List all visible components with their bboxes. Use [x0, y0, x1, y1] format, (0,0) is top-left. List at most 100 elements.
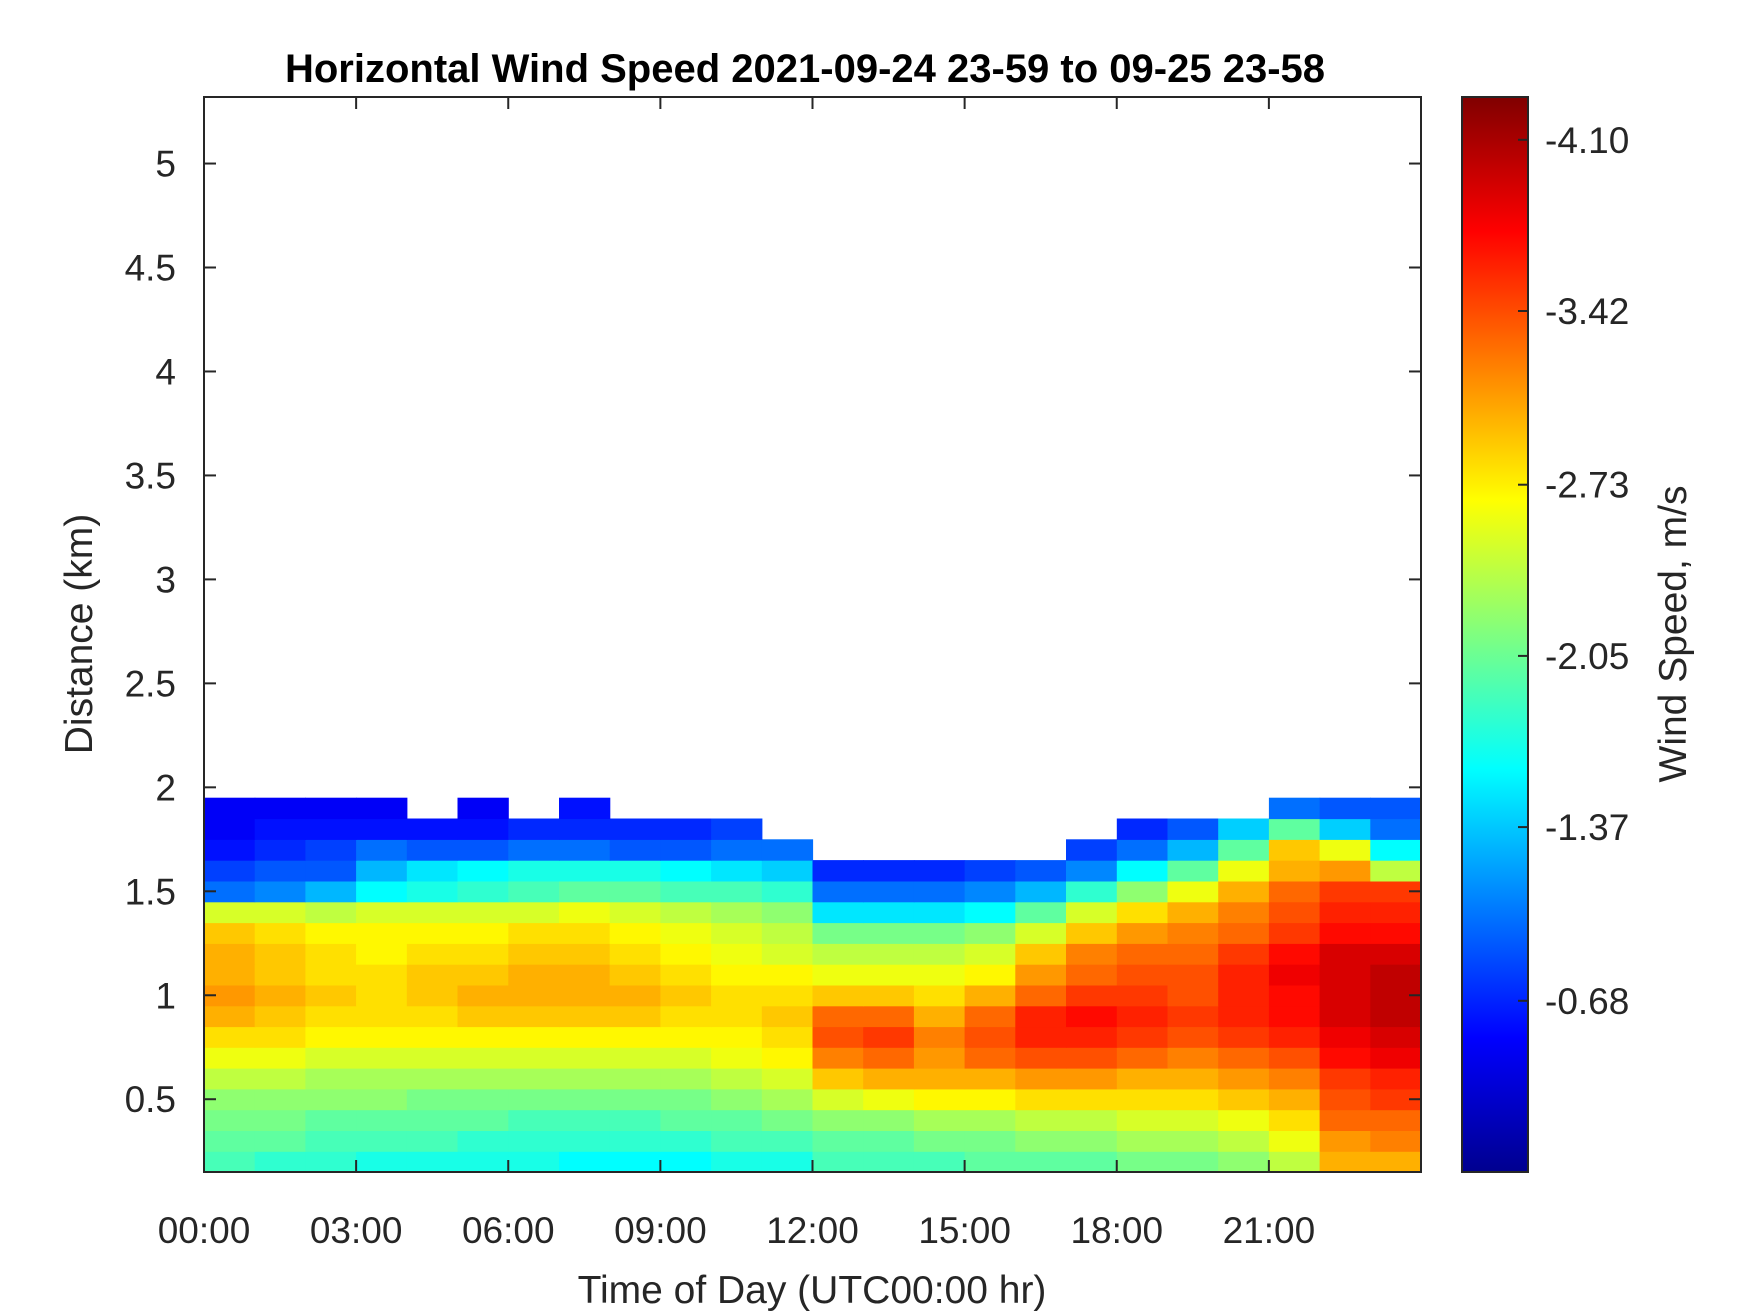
- heatmap-cell: [964, 1088, 1016, 1111]
- heatmap-cell: [711, 1109, 763, 1131]
- heatmap-cell: [305, 901, 357, 924]
- heatmap-cell: [711, 1151, 763, 1173]
- heatmap-cell: [559, 901, 611, 924]
- heatmap-cell: [863, 1130, 915, 1152]
- y-tick-label: 1.5: [125, 871, 176, 912]
- heatmap-cell: [508, 1130, 560, 1152]
- heatmap-cell: [1116, 984, 1169, 1007]
- heatmap-cell: [204, 901, 256, 924]
- heatmap-cell: [1319, 818, 1371, 840]
- heatmap-cell: [356, 1005, 408, 1028]
- heatmap-cell: [1268, 1005, 1321, 1028]
- heatmap-cell: [356, 922, 408, 944]
- heatmap-cell: [305, 1005, 357, 1028]
- heatmap-cell: [1015, 1130, 1067, 1152]
- heatmap-cell: [559, 1026, 611, 1048]
- heatmap-cell: [254, 1130, 306, 1152]
- heatmap-cell: [609, 1005, 661, 1028]
- heatmap-cell: [1319, 943, 1371, 965]
- heatmap-cell: [660, 1047, 712, 1069]
- heatmap-cell: [660, 1005, 712, 1028]
- heatmap-cell: [1116, 1109, 1169, 1131]
- heatmap-cell: [1015, 1151, 1067, 1173]
- heatmap-cell: [863, 1109, 915, 1131]
- heatmap-cell: [913, 880, 966, 903]
- heatmap-cell: [660, 943, 712, 965]
- heatmap-cell: [609, 984, 661, 1007]
- heatmap-cell: [1167, 1130, 1219, 1152]
- heatmap-cell: [305, 1047, 357, 1069]
- heatmap-cell: [254, 880, 306, 903]
- heatmap-cell: [1370, 943, 1422, 965]
- heatmap-cell: [254, 964, 306, 986]
- heatmap-cell: [254, 1047, 306, 1069]
- heatmap-cell: [559, 860, 611, 882]
- heatmap-cell: [1268, 1088, 1321, 1111]
- heatmap-cell: [305, 839, 357, 861]
- heatmap-cell: [559, 984, 611, 1007]
- y-tick-label: 0.5: [125, 1079, 176, 1120]
- heatmap-cell: [1218, 1130, 1270, 1152]
- heatmap-cell: [964, 943, 1016, 965]
- heatmap-cell: [711, 964, 763, 986]
- heatmap-cell: [711, 1047, 763, 1069]
- heatmap-cell: [1066, 1088, 1118, 1111]
- heatmap-cell: [305, 860, 357, 882]
- heatmap-cell: [305, 964, 357, 986]
- heatmap-cell: [609, 860, 661, 882]
- heatmap-cell: [1116, 1005, 1169, 1028]
- heatmap-cell: [254, 1026, 306, 1048]
- heatmap-cell: [609, 964, 661, 986]
- heatmap-cell: [913, 964, 966, 986]
- heatmap-cell: [1370, 1068, 1422, 1090]
- heatmap-cell: [1319, 1005, 1371, 1028]
- heatmap-cell: [457, 984, 509, 1007]
- heatmap-cell: [406, 1088, 459, 1111]
- colorbar: [1461, 96, 1529, 1173]
- heatmap-cell: [964, 860, 1016, 882]
- heatmap-cell: [711, 1088, 763, 1111]
- heatmap-cell: [964, 1151, 1016, 1173]
- heatmap-cell: [356, 984, 408, 1007]
- heatmap-cell: [356, 880, 408, 903]
- heatmap-cell: [863, 1026, 915, 1048]
- colorbar-tick-label: -1.37: [1545, 807, 1629, 848]
- y-tick-label: 3: [155, 559, 176, 600]
- heatmap-cell: [305, 1151, 357, 1173]
- heatmap-cell: [559, 1151, 611, 1173]
- heatmap-cell: [1268, 1151, 1321, 1173]
- heatmap-cell: [1015, 943, 1067, 965]
- heatmap-cell: [305, 1130, 357, 1152]
- heatmap-cell: [1167, 880, 1219, 903]
- heatmap-cell: [559, 964, 611, 986]
- heatmap-cell: [609, 922, 661, 944]
- heatmap-cell: [1066, 860, 1118, 882]
- heatmap-cell: [711, 818, 763, 840]
- colorbar-tick-label: -2.73: [1545, 465, 1629, 506]
- heatmap-cell: [1066, 880, 1118, 903]
- heatmap-cell: [1167, 964, 1219, 986]
- heatmap-cell: [660, 1026, 712, 1048]
- heatmap-cell: [1268, 1068, 1321, 1090]
- heatmap-cell: [1218, 922, 1270, 944]
- heatmap-cell: [1167, 1047, 1219, 1069]
- heatmap-cell: [1116, 1088, 1169, 1111]
- heatmap-cell: [1370, 839, 1422, 861]
- heatmap-cell: [356, 901, 408, 924]
- heatmap-cell: [1319, 901, 1371, 924]
- heatmap-cell: [1167, 1109, 1219, 1131]
- x-tick-label: 15:00: [918, 1210, 1011, 1251]
- heatmap-cell: [913, 1005, 966, 1028]
- colorbar-tick-label: -2.05: [1545, 636, 1629, 677]
- x-axis-label: Time of Day (UTC00:00 hr): [578, 1269, 1047, 1312]
- heatmap-cell: [457, 1005, 509, 1028]
- heatmap-cell: [457, 1026, 509, 1048]
- heatmap-cell: [1268, 922, 1321, 944]
- heatmap-cell: [559, 1109, 611, 1131]
- heatmap-cell: [1370, 1151, 1422, 1173]
- heatmap-cell: [964, 901, 1016, 924]
- heatmap-cell: [1370, 1088, 1422, 1111]
- heatmap-cell: [761, 860, 814, 882]
- heatmap-cell: [254, 901, 306, 924]
- heatmap-cell: [1268, 880, 1321, 903]
